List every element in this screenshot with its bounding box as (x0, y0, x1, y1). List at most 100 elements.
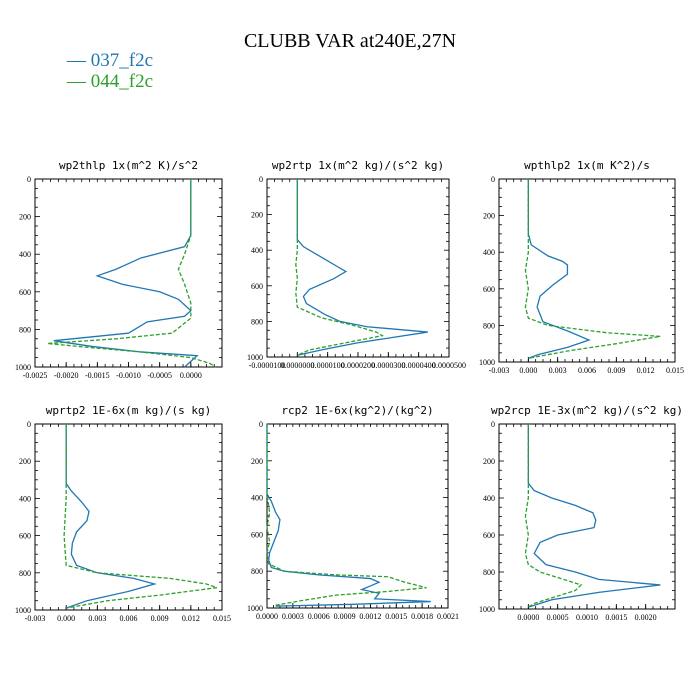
x-tick-label: 0.0000300 (371, 361, 405, 370)
y-tick-label: 0 (259, 175, 263, 184)
x-tick-label: 0.015 (213, 614, 231, 623)
y-tick-label: 200 (251, 211, 263, 220)
y-tick-label: 800 (19, 325, 31, 334)
subplot-title: wp2rcp 1E-3x(m^2 kg)/(s^2 kg) (491, 404, 683, 417)
y-tick-label: 600 (483, 285, 495, 294)
x-tick-label: 0.003 (88, 614, 106, 623)
x-tick-label: -0.0025 (23, 371, 48, 380)
x-tick-label: 0.006 (120, 614, 138, 623)
subplot-title: wprtp2 1E-6x(m kg)/(s kg) (46, 404, 212, 417)
y-tick-label: 1000 (247, 604, 263, 613)
subplot-1: wp2thlp 1x(m^2 K)/s^202004006008001000-0… (15, 159, 223, 380)
y-tick-label: 600 (483, 531, 495, 540)
x-tick-label: 0.0003 (282, 612, 304, 621)
x-tick-label: 0.0000500 (432, 361, 466, 370)
x-tick-label: -0.003 (25, 614, 46, 623)
y-tick-label: 200 (483, 212, 495, 221)
x-tick-label: 0.0012 (359, 612, 381, 621)
series-line-044_f2c (266, 424, 427, 606)
x-tick-label: 0.0009 (334, 612, 356, 621)
subplot-title: wpthlp2 1x(m K^2)/s (524, 159, 650, 172)
legend: — 037_f2c — 044_f2c (67, 50, 153, 92)
x-tick-label: 0.003 (549, 366, 567, 375)
y-tick-label: 200 (251, 457, 263, 466)
y-tick-label: 0 (259, 420, 263, 429)
x-tick-label: 0.0000000 (280, 361, 314, 370)
series-line-037_f2c (527, 424, 661, 608)
series-line-037_f2c (53, 179, 199, 368)
y-tick-label: 0 (491, 420, 495, 429)
subplot-title: rcp2 1E-6x(kg^2)/(kg^2) (281, 404, 433, 417)
y-tick-label: 1000 (479, 605, 495, 614)
plot-frame (266, 178, 450, 358)
y-tick-label: 400 (19, 494, 31, 503)
y-tick-label: 400 (19, 250, 31, 259)
x-tick-label: 0.0015 (385, 612, 407, 621)
x-tick-label: 0.009 (151, 614, 169, 623)
subplot-4: wprtp2 1E-6x(m kg)/(s kg) 0 200 400 600 800 10… (15, 404, 231, 623)
series-line-044_f2c (524, 179, 661, 359)
y-tick-label: 800 (251, 317, 263, 326)
y-tick-label: 600 (19, 532, 31, 541)
x-tick-label: -0.0015 (85, 371, 110, 380)
y-tick-label: 600 (19, 288, 31, 297)
y-tick-label: 1000 (15, 363, 31, 372)
y-tick-label: 800 (483, 321, 495, 330)
x-tick-label: -0.0010 (116, 371, 141, 380)
plot-frame (266, 423, 449, 609)
series-line-037_f2c (296, 179, 428, 356)
y-tick-label: 0 (491, 175, 495, 184)
x-tick-label: 0.0005 (547, 613, 569, 622)
y-tick-label: 600 (251, 530, 263, 539)
series-line-037_f2c (65, 424, 157, 609)
x-tick-label: 0.0010 (576, 613, 598, 622)
subplot-6: wp2rcp 1E-3x(m^2 kg)/(s^2 kg) 0 200 400 600 8… (479, 404, 683, 622)
x-tick-label: 0.012 (637, 366, 655, 375)
x-tick-label: 0.0000 (517, 613, 539, 622)
x-tick-label: -0.003 (489, 366, 510, 375)
x-tick-label: 0.015 (666, 366, 684, 375)
x-tick-label: -0.0020 (54, 371, 79, 380)
subplot-2: wp2rtp 1x(m^2 kg)/(s^2 kg) 0 200 400 600 800 1… (247, 159, 466, 370)
legend-item-037: — 037_f2c (67, 50, 154, 71)
y-tick-label: 1000 (15, 606, 31, 615)
subplot-3: wpthlp2 1x(m K^2)/s 0 200 400 600 800 1000-0.0… (479, 159, 684, 375)
x-tick-label: 0.000 (57, 614, 75, 623)
y-tick-label: 200 (19, 457, 31, 466)
subplot-5: rcp2 1E-6x(kg^2)/(kg^2) 0 200 400 600 800 1000… (247, 404, 459, 621)
x-tick-label: 0.0000200 (341, 361, 375, 370)
x-tick-label: 0.0000 (180, 371, 202, 380)
subplot-title: wp2thlp 1x(m^2 K)/s^2 (59, 159, 198, 172)
x-tick-label: 0.0020 (635, 613, 657, 622)
series-line-044_f2c (47, 179, 217, 368)
x-tick-label: 0.009 (607, 366, 625, 375)
x-tick-label: 0.0021 (437, 612, 459, 621)
y-tick-label: 400 (251, 494, 263, 503)
x-tick-label: 0.0000400 (402, 361, 436, 370)
y-tick-label: 0 (27, 175, 31, 184)
y-tick-label: 800 (251, 567, 263, 576)
series-line-044_f2c (524, 424, 583, 608)
y-tick-label: 400 (483, 248, 495, 257)
y-tick-label: 1000 (479, 358, 495, 367)
page-title: CLUBB VAR at240E,27N (243, 30, 457, 52)
y-tick-label: 800 (483, 568, 495, 577)
x-tick-label: 0.006 (578, 366, 596, 375)
series-line-044_f2c (63, 424, 218, 609)
y-tick-label: 400 (483, 494, 495, 503)
legend-item-044: — 044_f2c (67, 71, 154, 92)
series-line-037_f2c (527, 179, 591, 359)
subplot-title: wp2rtp 1x(m^2 kg)/(s^2 kg) (272, 159, 444, 172)
y-tick-label: 400 (251, 246, 263, 255)
y-tick-label: 0 (27, 420, 31, 429)
y-tick-label: 800 (19, 569, 31, 578)
x-tick-label: -0.0005 (147, 371, 172, 380)
x-tick-label: 0.0006 (308, 612, 330, 621)
x-tick-label: 0.0000 (256, 612, 278, 621)
x-tick-label: 0.0015 (605, 613, 627, 622)
series-line-037_f2c (266, 424, 431, 607)
x-tick-label: -0.0000100 (249, 361, 286, 370)
x-tick-label: 0.0000100 (311, 361, 345, 370)
plot-frame (34, 178, 223, 368)
